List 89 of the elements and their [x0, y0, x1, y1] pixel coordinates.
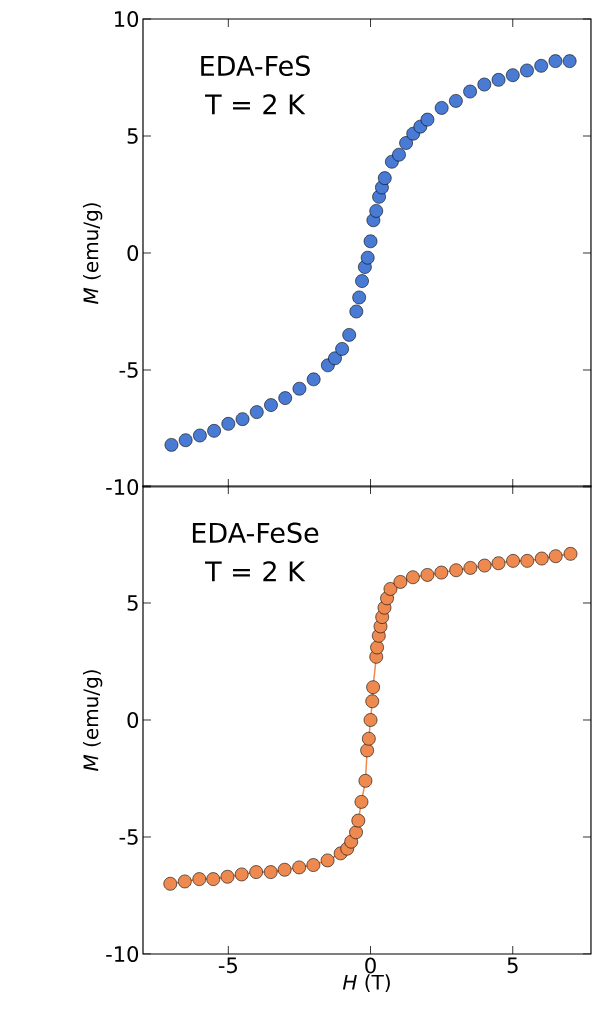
y-tick-label: 5	[127, 128, 138, 144]
point	[463, 84, 477, 99]
x-tick-label: -5	[218, 957, 237, 974]
point	[477, 558, 492, 573]
x-tick-label: 5	[507, 957, 518, 974]
x-axis-title: H (T)	[342, 974, 390, 993]
point	[249, 405, 264, 419]
point	[534, 59, 549, 73]
y-tick-label: -5	[119, 362, 138, 378]
point	[393, 575, 408, 589]
point	[358, 774, 373, 788]
point	[548, 549, 563, 563]
point	[235, 412, 250, 426]
point	[164, 438, 179, 452]
point	[264, 398, 278, 412]
point	[434, 101, 449, 115]
annotation: EDA-FeS	[201, 55, 310, 77]
point	[399, 136, 413, 150]
point	[366, 680, 380, 695]
x-tick-label: 0	[365, 957, 376, 974]
point	[342, 328, 357, 342]
point	[192, 872, 207, 886]
point	[449, 94, 463, 108]
point	[563, 547, 578, 561]
point	[306, 858, 321, 872]
point	[406, 570, 420, 585]
point	[420, 112, 435, 127]
point	[491, 73, 506, 87]
point	[292, 860, 306, 875]
point	[352, 290, 366, 305]
point	[306, 372, 321, 387]
point	[392, 147, 406, 162]
y-tick-label: -5	[119, 829, 138, 845]
point	[477, 77, 492, 92]
point	[420, 568, 435, 582]
annotation: EDA-FeSe	[192, 522, 319, 543]
point	[178, 433, 193, 447]
y-axis-title: M (emu/g)	[82, 203, 103, 305]
point	[349, 825, 363, 840]
point	[449, 563, 463, 578]
point	[365, 694, 380, 709]
point	[369, 204, 384, 218]
y-tick-label: 0	[127, 712, 139, 728]
y-tick-label: 0	[127, 245, 139, 261]
point	[335, 342, 349, 356]
point	[491, 556, 506, 571]
point	[505, 68, 520, 82]
point	[351, 813, 366, 828]
point	[363, 234, 378, 249]
point	[206, 872, 221, 886]
point	[360, 250, 375, 265]
point	[377, 171, 392, 185]
y-tick-label: -10	[106, 479, 139, 495]
point	[463, 561, 478, 575]
point	[178, 874, 192, 889]
annotation: T = 2 K	[205, 94, 306, 115]
point	[249, 865, 263, 879]
point	[263, 865, 278, 879]
point	[349, 304, 364, 319]
point	[221, 417, 236, 431]
point	[370, 640, 384, 655]
y-tick-label: 5	[127, 595, 138, 611]
point	[363, 713, 378, 727]
point	[506, 554, 520, 568]
point	[278, 391, 293, 405]
point	[562, 54, 577, 68]
annotation: T = 2 K	[205, 561, 306, 582]
point	[354, 795, 369, 809]
point	[362, 731, 376, 746]
point	[207, 424, 221, 438]
point	[534, 551, 549, 566]
point	[328, 351, 342, 366]
point	[355, 274, 369, 288]
point	[292, 381, 307, 396]
point	[520, 554, 535, 568]
point	[320, 853, 335, 868]
point	[234, 867, 249, 882]
point	[360, 743, 374, 758]
y-tick-label: 10	[115, 11, 139, 27]
point	[277, 862, 292, 877]
point	[520, 63, 534, 78]
point	[548, 54, 563, 68]
point	[163, 876, 178, 891]
y-axis-title: M (emu/g)	[82, 670, 103, 772]
point	[193, 428, 207, 443]
point	[220, 869, 235, 884]
point	[434, 565, 449, 580]
y-tick-label: -10	[106, 946, 139, 962]
point	[383, 582, 398, 596]
